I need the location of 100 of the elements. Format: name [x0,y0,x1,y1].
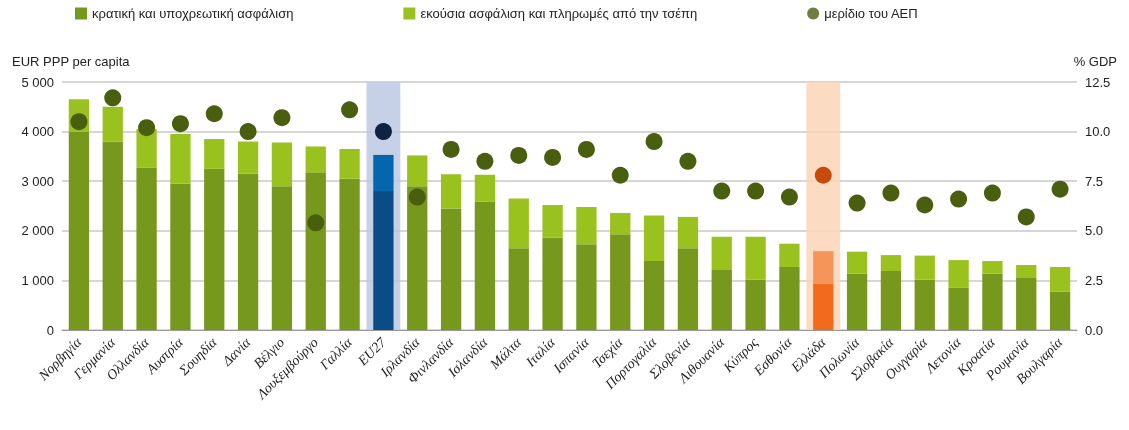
point [882,184,900,202]
bar [339,178,360,330]
point [611,166,629,184]
bar [948,260,969,288]
point [848,194,866,212]
bar [576,244,597,330]
bar [440,208,462,330]
bar [1049,267,1071,292]
point [171,115,189,133]
bar [610,234,631,330]
point [341,101,359,119]
y2-tick-label: 2.5 [1085,272,1104,288]
point [577,140,595,158]
y2-tick-label: 12.5 [1085,74,1111,90]
point [983,184,1001,202]
bar [373,154,394,192]
y-tick-label: 3 000 [21,173,54,189]
bar [813,283,834,330]
bar [271,142,293,187]
bar [305,146,326,173]
point [679,152,697,170]
point [442,140,460,158]
bar [407,186,428,330]
bar [136,167,157,330]
y-tick-label: 2 000 [21,223,54,239]
bar [170,183,191,330]
bar [813,251,834,284]
point [510,146,528,164]
bar [914,255,935,280]
bar [237,173,259,330]
bar [440,174,462,209]
bar [677,216,699,249]
bar [204,139,225,169]
bar [102,141,123,330]
bar [880,255,902,271]
bar [339,148,360,179]
point [713,182,731,200]
bar [779,267,800,330]
point [1017,208,1035,226]
bar [948,287,969,330]
y-tick-label: 1 000 [21,272,54,288]
bar [1016,265,1037,278]
y2-tick-label: 5.0 [1085,223,1104,239]
bar [745,279,766,330]
bar [643,261,665,330]
bar [1016,277,1037,330]
legend-label: κρατική και υποχρεωτική ασφάλιση [92,6,294,21]
point [950,190,968,208]
y2-axis-title: % GDP [1073,54,1117,69]
bar [745,236,766,280]
point [104,89,122,107]
bar [204,168,225,330]
point [205,105,223,123]
bar [1049,291,1071,330]
bar [102,106,123,142]
bar [271,186,293,330]
bar [779,243,800,268]
bar [576,206,597,245]
bar [610,212,631,235]
bar [68,131,90,330]
bar [846,273,868,330]
y-axis-title: EUR PPP per capita [12,54,131,69]
point [138,119,156,137]
y2-tick-label: 7.5 [1085,173,1104,189]
point [374,123,392,141]
bar [170,134,191,184]
bar [711,269,732,330]
bar [237,141,259,174]
y2-tick-label: 10.0 [1085,124,1111,140]
bar [373,191,394,330]
bar [542,237,563,330]
bar [508,248,529,330]
bar [982,261,1003,274]
y2-tick-label: 0.0 [1085,322,1104,338]
bar [305,172,326,330]
bar [474,174,496,202]
bar [542,205,563,238]
bar [643,215,665,262]
y-tick-label: 0 [46,322,54,338]
bar [846,251,868,274]
point [1051,180,1069,198]
bar [880,270,902,330]
point [747,182,765,200]
bar [407,155,428,187]
point [645,133,663,151]
point [476,152,494,170]
point [408,188,426,206]
point [814,166,832,184]
point [544,148,562,166]
point [780,188,798,206]
bar [711,236,732,270]
bar [677,248,699,330]
point [239,123,257,141]
point [307,214,325,232]
bar [508,198,529,249]
legend-label: εκούσια ασφάλιση και πληρωμές από την τσέπη [420,6,698,21]
bar [914,279,935,330]
point [273,109,291,127]
legend-label: μερίδιο του ΑΕΠ [824,6,918,21]
point [916,196,934,214]
